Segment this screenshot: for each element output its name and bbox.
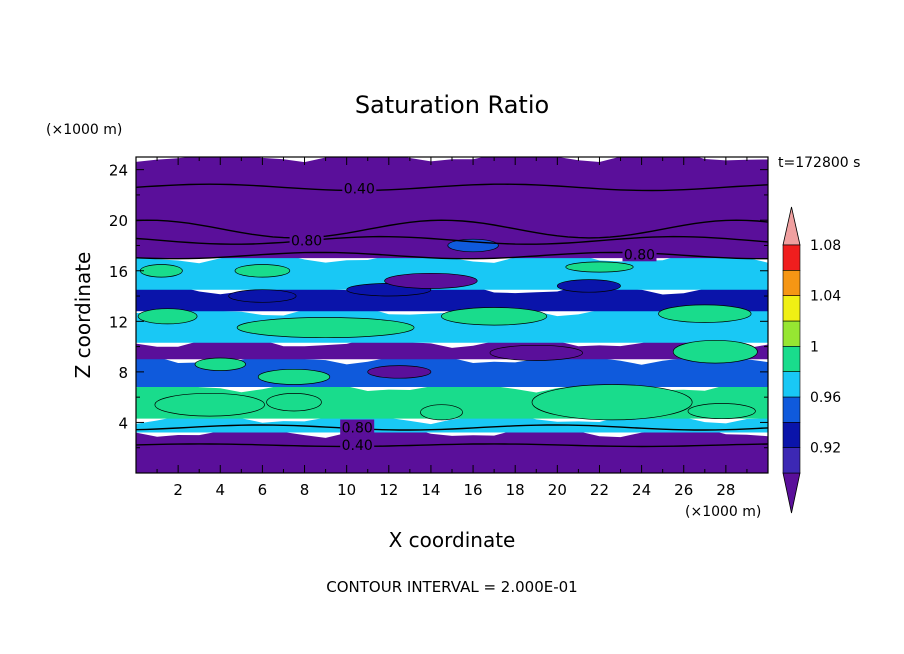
- y-tick-label: 16: [109, 263, 128, 281]
- contour-label-bg: [340, 419, 375, 435]
- contour-label: 0.80: [342, 421, 373, 437]
- colorbar-label: 0.96: [810, 390, 841, 406]
- x-tick-label: 16: [464, 481, 483, 499]
- colorbar-swatch: [782, 345, 801, 372]
- field-blob: [658, 304, 752, 323]
- contour-label: 0.40: [342, 438, 373, 454]
- colorbar-swatch: [782, 295, 801, 322]
- field-blob: [194, 357, 246, 371]
- x-axis-ticks: 2 4 6 8 10 12 14 16 18 20 22 24 26 28: [156, 157, 748, 499]
- field-blob: [420, 404, 463, 421]
- field-blob: [257, 368, 331, 385]
- colorbar-label: 1: [810, 339, 819, 355]
- contour-label: 0.80: [291, 233, 322, 249]
- field-blob: [531, 384, 693, 421]
- contour-line: [136, 251, 768, 260]
- time-label: t=172800 s: [778, 155, 860, 171]
- x-tick-label: 12: [379, 481, 398, 499]
- x-axis-label: X coordinate: [389, 528, 516, 552]
- contour-labels: 0.400.800.800.800.40: [289, 180, 657, 454]
- contour-line: [136, 235, 768, 245]
- x-tick-label: 20: [548, 481, 567, 499]
- x-tick-label: 14: [421, 481, 440, 499]
- y-axis-ticks: 4 8 12 16 20 24: [109, 162, 768, 449]
- x-tick-label: 2: [173, 481, 183, 499]
- contour-label-bg: [342, 180, 377, 196]
- colorbar-swatch: [782, 421, 801, 448]
- colorbar-swatch: [782, 371, 801, 398]
- x-tick-label: 6: [258, 481, 268, 499]
- colorbar-swatch: [782, 320, 801, 347]
- field-band: [136, 284, 768, 312]
- colorbar-label: 0.92: [810, 441, 841, 457]
- field-blob: [441, 307, 548, 326]
- field-band: [136, 337, 768, 360]
- x-tick-label: 22: [590, 481, 609, 499]
- y-axis-label: Z coordinate: [71, 252, 95, 379]
- colorbar-label: 1.08: [810, 238, 841, 254]
- field-band: [136, 427, 768, 473]
- field-blob: [234, 264, 291, 278]
- field-blob: [228, 289, 297, 303]
- field-blob: [367, 365, 432, 379]
- field-blob: [672, 339, 758, 364]
- contour-lines: [136, 183, 768, 448]
- field-blob: [384, 272, 478, 289]
- chart-title: Saturation Ratio: [355, 91, 549, 119]
- field-blob: [137, 308, 198, 325]
- x-unit-label: (×1000 m): [685, 504, 761, 520]
- field-blob: [687, 403, 756, 420]
- y-tick-label: 24: [109, 162, 128, 180]
- x-tick-label: 4: [215, 481, 225, 499]
- y-tick-label: 4: [118, 414, 128, 432]
- x-tick-label: 18: [506, 481, 525, 499]
- colorbar-label: 1.04: [810, 289, 841, 305]
- contour-label-bg: [340, 437, 375, 453]
- contour-label-bg: [289, 232, 324, 248]
- field-blob: [489, 344, 583, 361]
- contour-line: [136, 183, 768, 192]
- contour-interval-footer: CONTOUR INTERVAL = 2.000E-01: [326, 578, 577, 596]
- field-blob: [565, 261, 634, 273]
- colorbar-extend-high: [782, 206, 801, 246]
- contour-line: [136, 443, 768, 448]
- contour-label: 0.40: [344, 182, 375, 198]
- field-blob: [154, 392, 265, 417]
- y-tick-label: 20: [109, 212, 128, 230]
- y-unit-label: (×1000 m): [46, 122, 122, 138]
- colorbar: 0.92 0.96 1 1.04 1.08: [782, 206, 841, 514]
- y-tick-label: 8: [118, 364, 128, 382]
- plot-area: [136, 157, 768, 473]
- x-tick-label: 10: [337, 481, 356, 499]
- x-tick-label: 26: [674, 481, 693, 499]
- contour-line: [136, 424, 768, 431]
- field-blob: [139, 264, 183, 278]
- colorbar-extend-low: [782, 472, 801, 514]
- field-band: [136, 413, 768, 433]
- contour-label: 0.80: [624, 247, 655, 263]
- field-blob: [266, 393, 322, 412]
- x-tick-label: 8: [300, 481, 310, 499]
- x-tick-label: 28: [716, 481, 735, 499]
- x-tick-label: 24: [632, 481, 651, 499]
- colorbar-swatch: [782, 396, 801, 423]
- contour-line: [136, 219, 768, 239]
- contour-label-bg: [622, 246, 657, 262]
- field-blob: [236, 317, 415, 339]
- y-tick-label: 12: [109, 313, 128, 331]
- colorbar-swatch: [782, 244, 801, 271]
- colorbar-swatch: [782, 447, 801, 474]
- colorbar-swatch: [782, 269, 801, 296]
- field-blob: [556, 279, 621, 293]
